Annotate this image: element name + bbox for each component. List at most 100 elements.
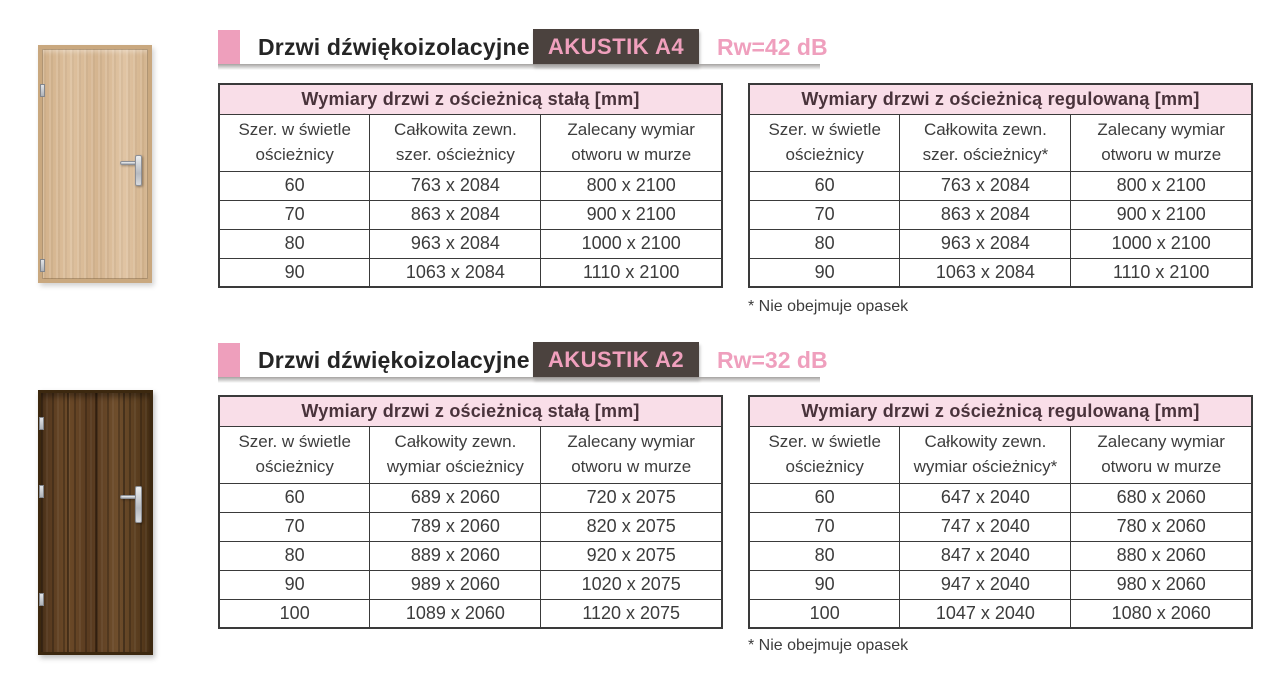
column-header: Zalecany wymiar otworu w murze <box>540 113 723 172</box>
column-header: Całkowity zewn. wymiar ościeżnicy <box>369 425 542 484</box>
section-header-a2: Drzwi dźwiękoizolacyjne AKUSTIK A2 Rw=32… <box>218 342 828 383</box>
table-cell: 80 <box>748 540 901 571</box>
table-a4-fixed-frame: Wymiary drzwi z ościeżnicą stałą [mm] Sz… <box>218 83 723 288</box>
table-cell: 763 x 2084 <box>899 170 1072 201</box>
table-cell: 70 <box>218 511 371 542</box>
table-row: 70 789 x 2060 820 x 2075 <box>218 511 723 542</box>
table-cell: 60 <box>218 170 371 201</box>
table-cell: 820 x 2075 <box>540 511 723 542</box>
table-cell: 1047 x 2040 <box>899 598 1072 629</box>
table-cell: 689 x 2060 <box>369 482 542 513</box>
section-header-a4: Drzwi dźwiękoizolacyjne AKUSTIK A4 Rw=42… <box>218 29 828 70</box>
column-header: Szer. w świetle ościeżnicy <box>748 113 901 172</box>
table-row: 70 863 x 2084 900 x 2100 <box>218 199 723 230</box>
table-cell: 60 <box>748 170 901 201</box>
column-header: Zalecany wymiar otworu w murze <box>1070 113 1253 172</box>
dark-wood-door-image <box>38 390 153 655</box>
column-header: Całkowita zewn. szer. ościeżnicy <box>369 113 542 172</box>
column-header: Całkowity zewn. wymiar ościeżnicy* <box>899 425 1072 484</box>
table-cell: 70 <box>218 199 371 230</box>
table-cell: 60 <box>748 482 901 513</box>
section-title: Drzwi dźwiękoizolacyjne <box>258 34 530 60</box>
table-cell: 889 x 2060 <box>369 540 542 571</box>
table-row: 80 963 x 2084 1000 x 2100 <box>748 228 1253 259</box>
door-hinge-icon <box>40 84 45 97</box>
table-row: 90 1063 x 2084 1110 x 2100 <box>218 257 723 288</box>
door-hinge-icon <box>40 259 45 272</box>
table-body: 60 689 x 2060 720 x 2075 70 789 x 2060 820 x … <box>218 482 723 629</box>
table-cell: 90 <box>748 257 901 288</box>
table-cell: 90 <box>748 569 901 600</box>
acoustic-rating: Rw=42 dB <box>717 34 828 60</box>
table-a4-adjustable-frame: Wymiary drzwi z ościeżnicą regulowaną [m… <box>748 83 1253 288</box>
footnote-a2: * Nie obejmuje opasek <box>748 637 909 654</box>
column-header: Szer. w świetle ościeżnicy <box>218 425 371 484</box>
table-cell: 980 x 2060 <box>1070 569 1253 600</box>
table-row: 90 1063 x 2084 1110 x 2100 <box>748 257 1253 288</box>
table-body: 60 763 x 2084 800 x 2100 70 863 x 2084 900 x … <box>218 170 723 288</box>
table-cell: 863 x 2084 <box>369 199 542 230</box>
light-wood-door-image <box>38 45 152 283</box>
table-cell: 763 x 2084 <box>369 170 542 201</box>
section-title: Drzwi dźwiękoizolacyjne <box>258 347 530 373</box>
table-cell: 1020 x 2075 <box>540 569 723 600</box>
table-cell: 80 <box>218 228 371 259</box>
door-lock-plate-icon <box>135 155 142 186</box>
table-cell: 880 x 2060 <box>1070 540 1253 571</box>
acoustic-rating: Rw=32 dB <box>717 347 828 373</box>
table-cell: 1063 x 2084 <box>899 257 1072 288</box>
table-title: Wymiary drzwi z ościeżnicą regulowaną [m… <box>748 83 1253 115</box>
table-cell: 780 x 2060 <box>1070 511 1253 542</box>
door-lock-plate-icon <box>135 486 142 523</box>
table-cell: 1000 x 2100 <box>1070 228 1253 259</box>
column-header: Szer. w świetle ościeżnicy <box>748 425 901 484</box>
table-cell: 800 x 2100 <box>540 170 723 201</box>
door-hinge-icon <box>39 593 44 606</box>
table-a2-fixed-frame: Wymiary drzwi z ościeżnicą stałą [mm] Sz… <box>218 395 723 629</box>
column-header-row: Szer. w świetle ościeżnicy Całkowita zewn… <box>748 113 1253 172</box>
table-cell: 60 <box>218 482 371 513</box>
table-cell: 647 x 2040 <box>899 482 1072 513</box>
table-cell: 80 <box>748 228 901 259</box>
table-cell: 963 x 2084 <box>899 228 1072 259</box>
door-hinge-icon <box>39 417 44 430</box>
pink-accent-square <box>218 343 240 377</box>
column-header-row: Szer. w świetle ościeżnicy Całkowita zewn… <box>218 113 723 172</box>
table-row: 80 889 x 2060 920 x 2075 <box>218 540 723 571</box>
product-badge: AKUSTIK A4 <box>533 29 699 65</box>
table-row: 70 863 x 2084 900 x 2100 <box>748 199 1253 230</box>
table-row: 60 647 x 2040 680 x 2060 <box>748 482 1253 513</box>
table-row: 90 989 x 2060 1020 x 2075 <box>218 569 723 600</box>
column-header: Szer. w świetle ościeżnicy <box>218 113 371 172</box>
table-cell: 1089 x 2060 <box>369 598 542 629</box>
table-cell: 720 x 2075 <box>540 482 723 513</box>
table-cell: 70 <box>748 199 901 230</box>
table-cell: 900 x 2100 <box>540 199 723 230</box>
table-row: 100 1089 x 2060 1120 x 2075 <box>218 598 723 629</box>
column-header: Zalecany wymiar otworu w murze <box>1070 425 1253 484</box>
footnote-a4: * Nie obejmuje opasek <box>748 298 909 315</box>
table-cell: 80 <box>218 540 371 571</box>
table-body: 60 647 x 2040 680 x 2060 70 747 x 2040 780 x … <box>748 482 1253 629</box>
column-header-row: Szer. w świetle ościeżnicy Całkowity zewn… <box>748 425 1253 484</box>
table-cell: 100 <box>218 598 371 629</box>
table-title: Wymiary drzwi z ościeżnicą regulowaną [m… <box>748 395 1253 427</box>
table-cell: 900 x 2100 <box>1070 199 1253 230</box>
table-cell: 100 <box>748 598 901 629</box>
table-cell: 1063 x 2084 <box>369 257 542 288</box>
door-hinge-icon <box>39 485 44 498</box>
table-cell: 847 x 2040 <box>899 540 1072 571</box>
table-a2-adjustable-frame: Wymiary drzwi z ościeżnicą regulowaną [m… <box>748 395 1253 629</box>
column-header: Całkowita zewn. szer. ościeżnicy* <box>899 113 1072 172</box>
table-cell: 863 x 2084 <box>899 199 1072 230</box>
table-row: 80 963 x 2084 1000 x 2100 <box>218 228 723 259</box>
table-cell: 800 x 2100 <box>1070 170 1253 201</box>
pink-accent-square <box>218 30 240 64</box>
table-row: 60 763 x 2084 800 x 2100 <box>748 170 1253 201</box>
table-cell: 70 <box>748 511 901 542</box>
table-cell: 680 x 2060 <box>1070 482 1253 513</box>
table-cell: 1110 x 2100 <box>1070 257 1253 288</box>
table-cell: 920 x 2075 <box>540 540 723 571</box>
table-cell: 1110 x 2100 <box>540 257 723 288</box>
table-cell: 1120 x 2075 <box>540 598 723 629</box>
